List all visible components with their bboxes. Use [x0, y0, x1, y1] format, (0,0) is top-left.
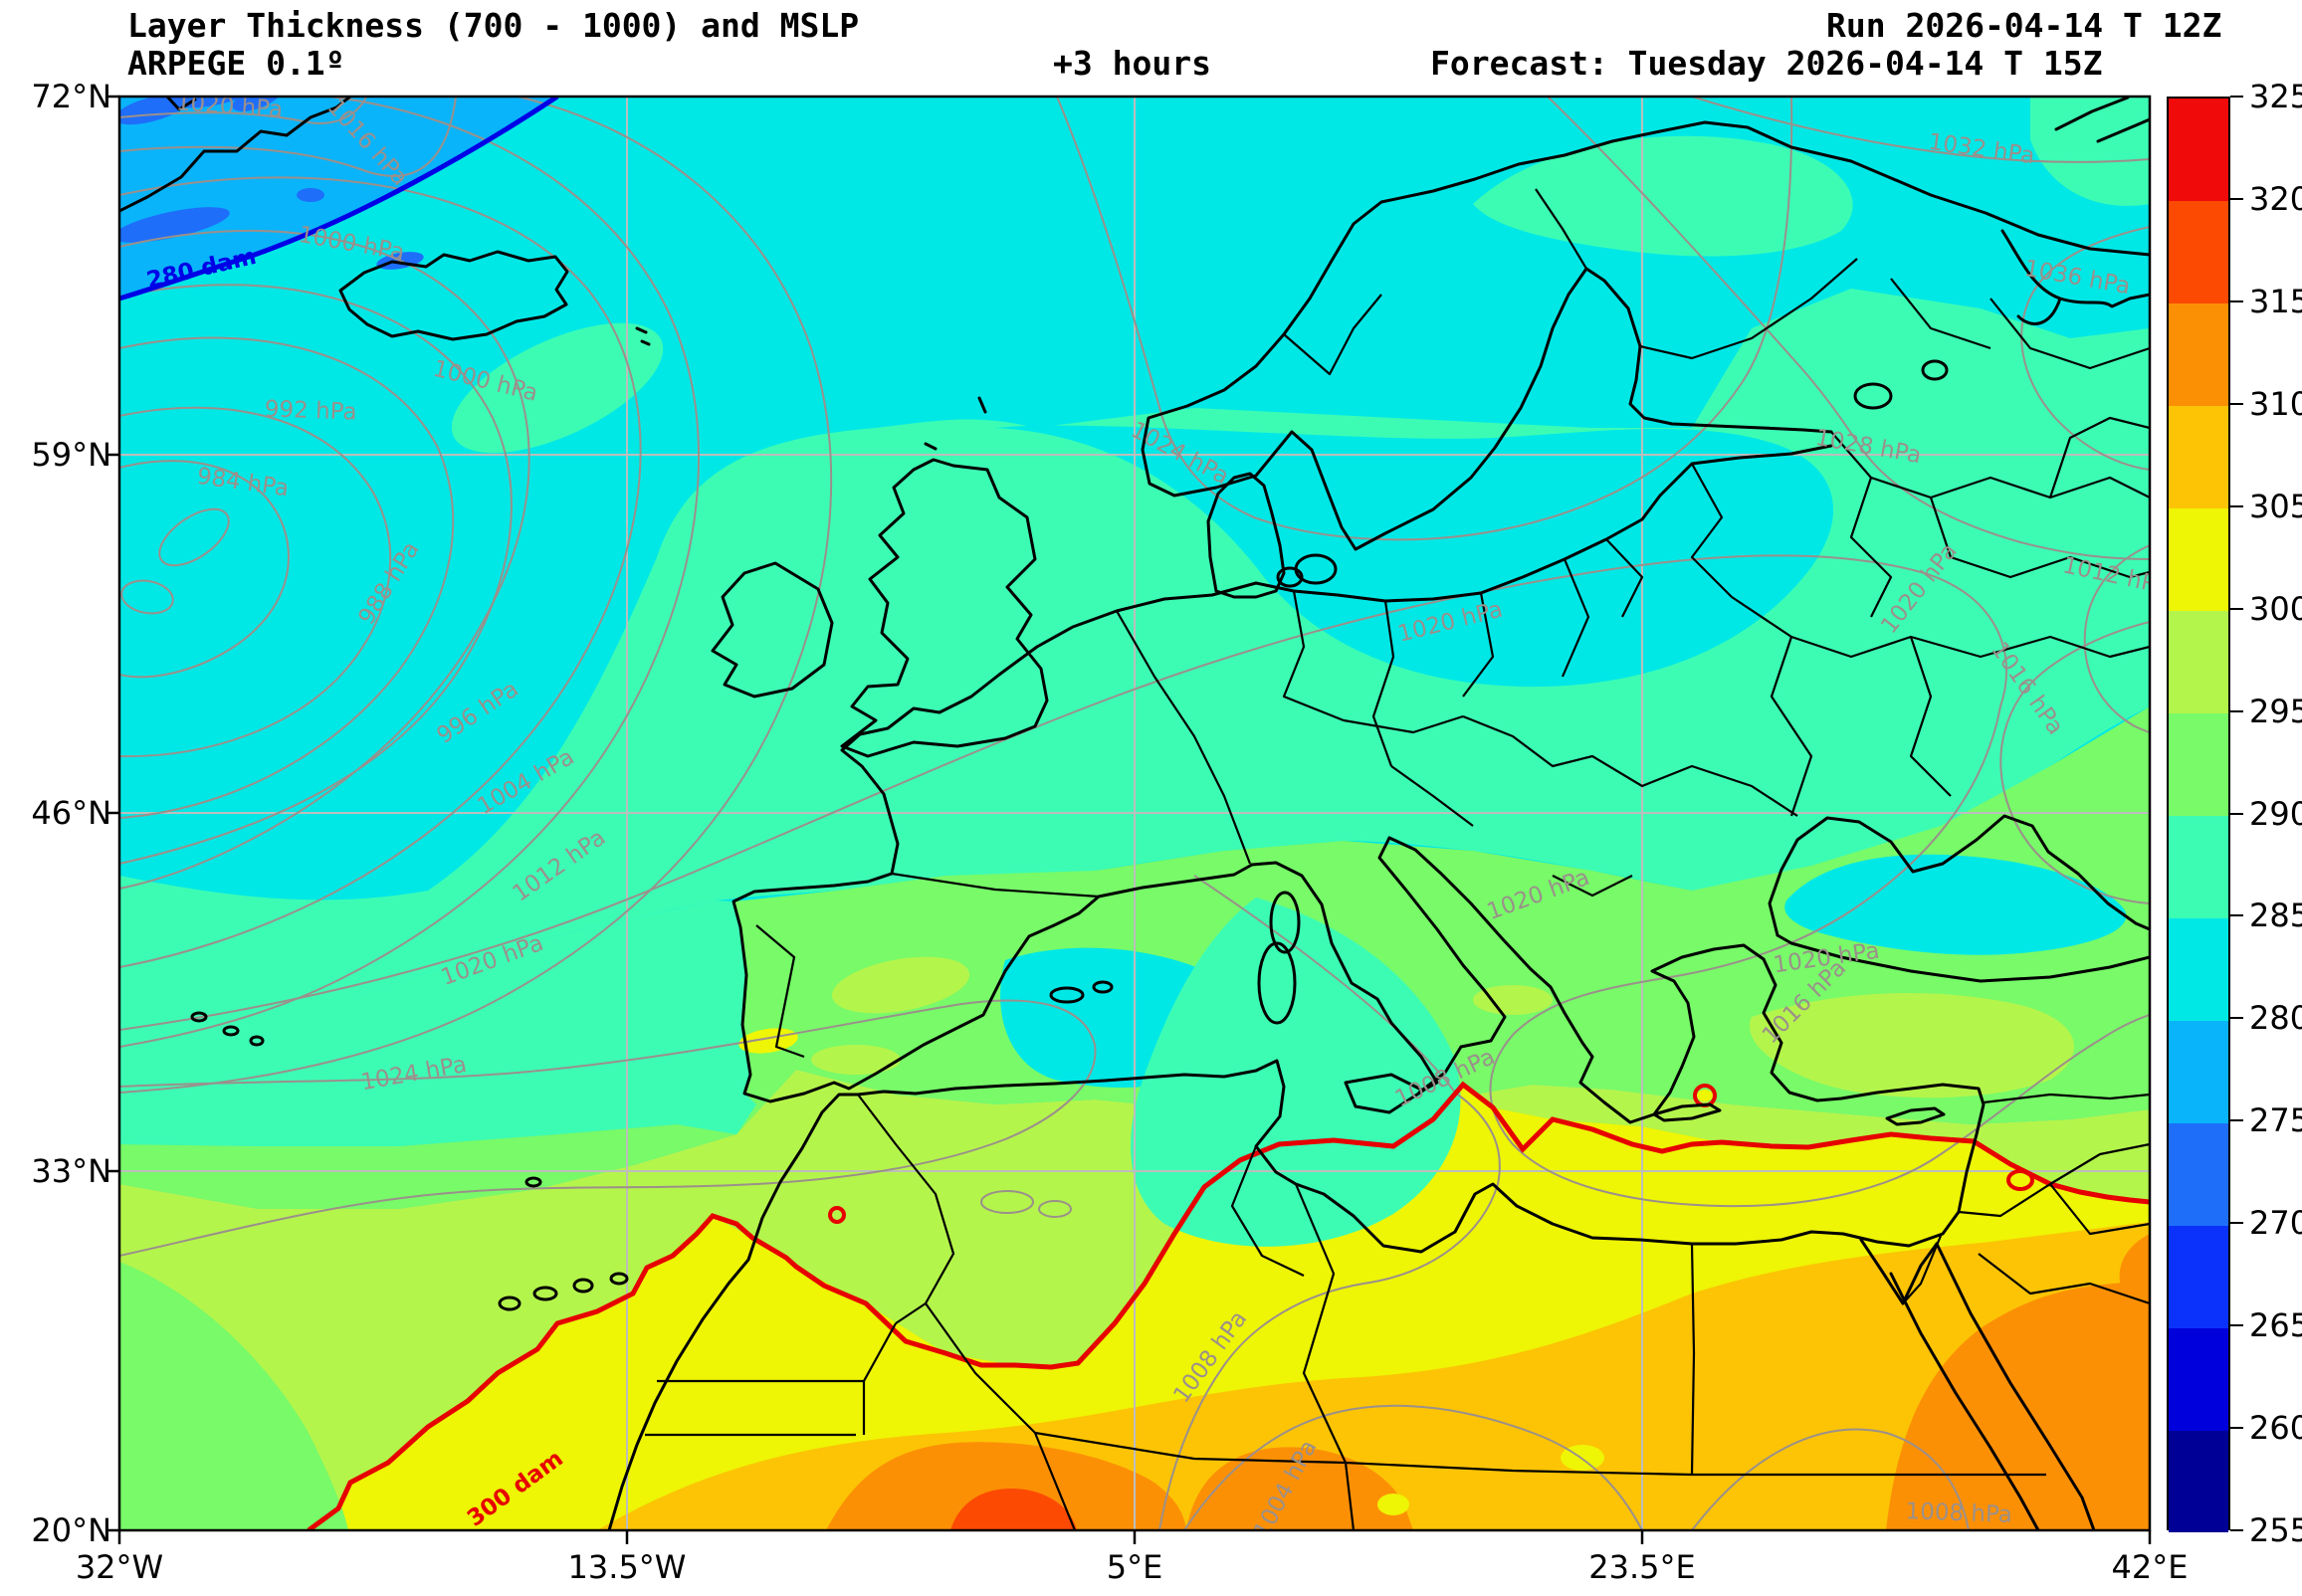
colorbar-cell — [2169, 508, 2228, 611]
colorbar-cell — [2169, 1430, 2228, 1532]
lat-tick-label: 59°N — [0, 436, 111, 474]
lon-tick-label: 13.5°W — [547, 1548, 707, 1586]
colorbar-cell — [2169, 303, 2228, 406]
colorbar-tick-label: 285 — [2249, 897, 2302, 934]
colorbar-cell — [2169, 406, 2228, 508]
colorbar-tick-label: 275 — [2249, 1101, 2302, 1139]
colorbar-cell — [2169, 917, 2228, 1020]
colorbar-tick-label: 325 — [2249, 78, 2302, 115]
colorbar-tick-label: 270 — [2249, 1204, 2302, 1242]
colorbar-tick-label: 290 — [2249, 795, 2302, 833]
lon-tick-label: 5°E — [1055, 1548, 1214, 1586]
lat-tick-label: 20°N — [0, 1511, 111, 1549]
colorbar-cell — [2169, 713, 2228, 816]
thickness-fill-layer — [110, 75, 2150, 1530]
colorbar-tick — [2230, 1529, 2243, 1531]
colorbar-tick — [2230, 1017, 2243, 1019]
lon-tick-label: 23.5°E — [1563, 1548, 1722, 1586]
colorbar-tick-label: 260 — [2249, 1409, 2302, 1447]
colorbar-tick-label: 280 — [2249, 999, 2302, 1037]
isobar-label: 1008 hPa — [1905, 1498, 2012, 1528]
colorbar-tick — [2230, 403, 2243, 405]
colorbar-tick — [2230, 96, 2243, 98]
colorbar-cell — [2169, 1327, 2228, 1430]
lat-tick-label: 33°N — [0, 1152, 111, 1190]
colorbar-tick — [2230, 813, 2243, 815]
colorbar-tick — [2230, 608, 2243, 610]
colorbar — [2167, 97, 2230, 1530]
colorbar-tick — [2230, 300, 2243, 302]
colorbar-tick-label: 265 — [2249, 1306, 2302, 1344]
colorbar-cell — [2169, 99, 2228, 201]
lat-tick-label: 46°N — [0, 794, 111, 832]
colorbar-cell — [2169, 1225, 2228, 1327]
colorbar-tick-label: 320 — [2249, 180, 2302, 218]
colorbar-cell — [2169, 1122, 2228, 1225]
colorbar-tick-label: 310 — [2249, 385, 2302, 423]
colorbar-tick — [2230, 505, 2243, 507]
colorbar-tick — [2230, 1324, 2243, 1326]
colorbar-tick-label: 315 — [2249, 283, 2302, 320]
colorbar-tick — [2230, 1427, 2243, 1429]
colorbar-tick — [2230, 198, 2243, 200]
colorbar-cell — [2169, 201, 2228, 303]
colorbar-cell — [2169, 816, 2228, 918]
lon-tick-label: 42°E — [2070, 1548, 2229, 1586]
colorbar-tick-label: 295 — [2249, 693, 2302, 730]
colorbar-tick — [2230, 1222, 2243, 1224]
colorbar-cell — [2169, 1020, 2228, 1122]
colorbar-tick — [2230, 1119, 2243, 1121]
colorbar-tick-label: 255 — [2249, 1511, 2302, 1549]
colorbar-tick-label: 300 — [2249, 590, 2302, 628]
colorbar-cell — [2169, 611, 2228, 713]
isobar-label: 992 hPa — [264, 396, 357, 425]
lat-tick-label: 72°N — [0, 78, 111, 115]
weather-chart: Layer Thickness (700 - 1000) and MSLP AR… — [0, 0, 2302, 1596]
map-svg: 1020 hPa1016 hPa1032 hPa1000 hPa1036 hPa… — [0, 0, 2302, 1596]
colorbar-tick — [2230, 710, 2243, 712]
colorbar-tick-label: 305 — [2249, 488, 2302, 525]
lon-tick-label: 32°W — [40, 1548, 199, 1586]
colorbar-tick — [2230, 914, 2243, 916]
